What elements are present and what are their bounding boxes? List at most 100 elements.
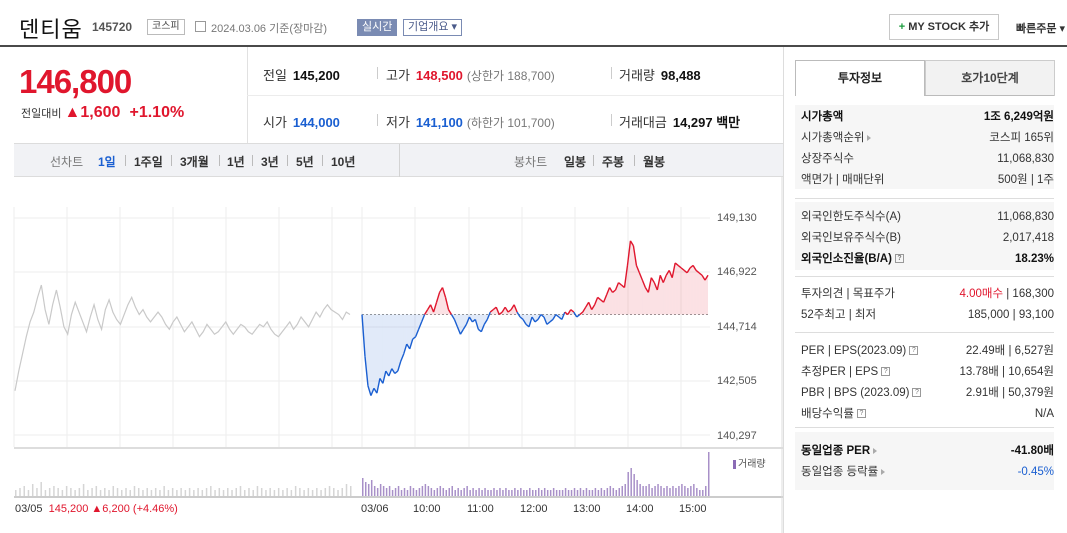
volume-bar-prev	[36, 488, 38, 496]
invest-row-value-text: 500원 | 1주	[997, 174, 1054, 186]
volume-bar-prev	[265, 490, 267, 496]
price-line-segment	[435, 292, 441, 303]
help-icon[interactable]: ?	[894, 254, 904, 264]
help-icon[interactable]: ?	[912, 388, 922, 398]
price-line-segment	[465, 316, 471, 325]
price-area	[448, 309, 452, 315]
volume-bar	[585, 488, 588, 496]
tab-invest-info[interactable]: 투자정보	[795, 60, 925, 96]
volume-bar	[436, 488, 439, 496]
invest-row-label-text: 외국인한도주식수(A)	[801, 211, 901, 223]
help-icon[interactable]: ?	[909, 346, 919, 356]
volume-bar	[463, 488, 465, 496]
volume-bar	[490, 490, 492, 496]
mystock-label: MY STOCK 추가	[908, 21, 990, 33]
x-tick-label: 12:00	[520, 503, 548, 515]
period-1y[interactable]: 1년	[227, 155, 245, 169]
plus-icon: +	[898, 21, 906, 33]
volume-bar	[537, 488, 540, 496]
invest-row: 시가총액 1조 6,249억원	[795, 107, 1054, 127]
price-line-segment	[626, 240, 632, 266]
volume-bar	[535, 490, 537, 496]
volume-bar-prev	[286, 488, 288, 496]
volume-bar	[418, 488, 421, 496]
price-area	[690, 265, 694, 315]
prev-day-close: 145,200	[48, 503, 89, 515]
volume-bar	[576, 490, 579, 496]
invest-row-value-text: 11,068,830	[997, 153, 1054, 165]
high-cell: 고가 148,500 (상한가 188,700)	[386, 65, 555, 84]
period-1d[interactable]: 1일	[98, 155, 116, 169]
invest-row-label[interactable]: 동일업종 등락률	[801, 462, 886, 482]
volume-bar	[678, 486, 680, 496]
x-tick-label: 10:00	[413, 503, 441, 515]
volume-bar	[454, 490, 456, 496]
volume-bar	[478, 488, 480, 496]
high-value: 148,500	[415, 68, 463, 83]
price-area	[663, 275, 667, 315]
volume-bar	[481, 490, 483, 496]
volume-bar	[397, 486, 400, 496]
volume-bar-prev	[350, 486, 352, 496]
volume-bar	[702, 490, 704, 496]
period-1w[interactable]: 1주일	[134, 155, 163, 169]
divider	[795, 276, 1054, 277]
help-icon[interactable]: ?	[856, 409, 866, 419]
divider	[795, 427, 1054, 428]
invest-row-value: 2.91배 | 50,379원	[966, 383, 1054, 403]
invest-row: PER | EPS(2023.09)? 22.49배 | 6,527원	[795, 341, 1054, 361]
y-tick-label: 146,922	[717, 266, 757, 278]
high-label: 고가	[386, 68, 410, 83]
candle-daily[interactable]: 일봉	[564, 155, 587, 169]
price-line-segment	[605, 287, 611, 296]
company-overview-dropdown[interactable]: 기업개요 ▾	[403, 19, 463, 36]
volume-bar-prev	[214, 490, 216, 496]
volume-bar-prev	[320, 490, 322, 496]
price-line-segment	[513, 304, 518, 313]
invest-row: 투자의견 | 목표주가 4.00매수 | 168,300	[795, 284, 1054, 304]
invest-row-value: 18.23%	[1015, 249, 1054, 269]
volume-bar	[630, 468, 632, 496]
volume-bar-prev	[227, 488, 229, 496]
candle-weekly[interactable]: 주봉	[602, 155, 625, 169]
invest-row-label[interactable]: 동일업종 PER	[801, 441, 878, 461]
price-line-segment	[427, 304, 432, 310]
invest-row-label[interactable]: 시가총액순위	[801, 128, 872, 148]
realtime-button[interactable]: 실시간	[357, 19, 398, 36]
invest-row-value-text: 22.49배 | 6,527원	[965, 345, 1054, 357]
invest-row-value: N/A	[1035, 404, 1054, 424]
candle-monthly[interactable]: 월봉	[643, 155, 666, 169]
volume-bar-prev	[239, 486, 242, 496]
help-icon[interactable]: ?	[881, 367, 891, 377]
low-value: 141,100	[415, 115, 463, 130]
invest-row-value-text: 13.78배 | 10,654원	[959, 366, 1055, 378]
volume-bar	[651, 488, 653, 496]
price-line-segment	[653, 282, 658, 291]
price-line-segment	[647, 277, 653, 293]
period-10y[interactable]: 10년	[331, 155, 356, 169]
volume-bar-prev	[78, 488, 81, 496]
volume-bar	[508, 490, 510, 496]
period-3y[interactable]: 3년	[261, 155, 279, 169]
period-5y[interactable]: 5년	[296, 155, 314, 169]
divider	[795, 198, 1054, 199]
quick-order-dropdown[interactable]: 빠른주문 ▾	[1016, 23, 1066, 35]
divider	[611, 114, 612, 126]
price-area	[603, 294, 607, 315]
price-line-segment	[403, 343, 408, 355]
price-line-segment	[391, 368, 396, 374]
mystock-add-button[interactable]: + MY STOCK 추가	[889, 14, 999, 40]
price-area	[621, 285, 625, 315]
period-3m[interactable]: 3개월	[180, 155, 209, 169]
price-line-segment	[582, 306, 587, 313]
volume-bar	[567, 490, 570, 496]
volume-bar	[699, 490, 701, 496]
volume-bar-prev	[87, 490, 89, 496]
volume-bar-prev	[150, 490, 153, 496]
tab-orderbook-10[interactable]: 호가10단계	[925, 60, 1055, 96]
volume-bar-prev	[65, 486, 68, 496]
prev-day-date: 03/05	[15, 503, 43, 515]
volume-bar	[624, 484, 626, 496]
volume-bar-prev	[44, 490, 47, 496]
price-line-segment	[468, 316, 473, 323]
